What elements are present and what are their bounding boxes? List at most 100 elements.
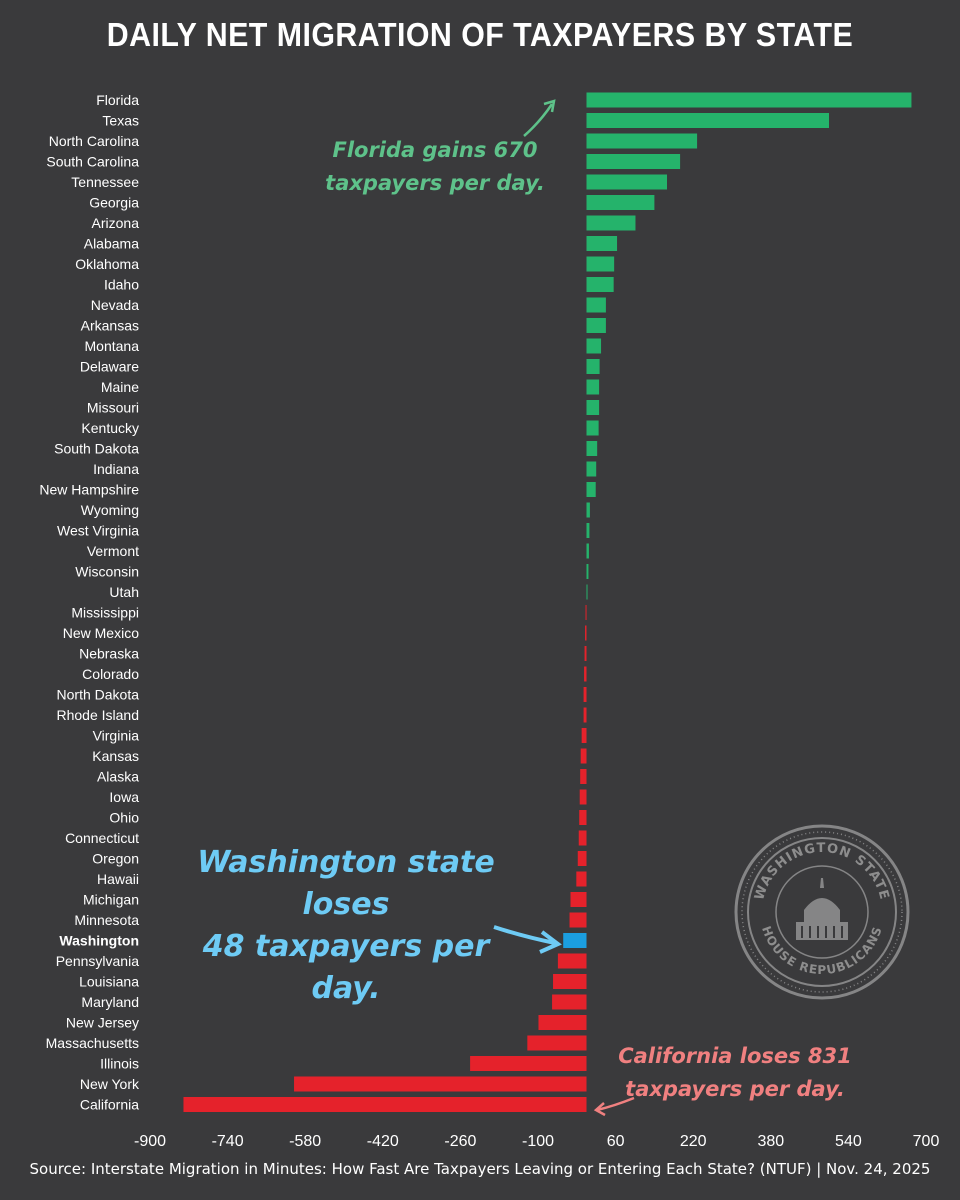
bar-new-york — [294, 1076, 587, 1092]
x-tick-60: 60 — [607, 1133, 625, 1150]
label-michigan: Michigan — [83, 892, 139, 908]
california-arrow — [596, 1096, 635, 1112]
florida-annotation-line2: taxpayers per day. — [325, 171, 545, 195]
bar-pennsylvania — [557, 953, 587, 969]
label-south-carolina: South Carolina — [46, 154, 139, 170]
bar-california — [183, 1097, 587, 1112]
bar-alaska — [580, 769, 587, 784]
washington-annotation-line2: 48 taxpayers per day. — [202, 929, 490, 1006]
washington-arrow — [493, 925, 556, 945]
annotation-arrows-group — [493, 99, 635, 1117]
label-rhode-island: Rhode Island — [56, 707, 139, 723]
label-missouri: Missouri — [87, 400, 139, 416]
label-alaska: Alaska — [97, 769, 139, 785]
label-texas: Texas — [102, 113, 139, 129]
svg-text:WASHINGTON STATE: WASHINGTON STATE — [752, 841, 892, 902]
bar-ohio — [579, 810, 587, 825]
bar-idaho — [586, 277, 614, 292]
bar-rhode-island — [583, 707, 587, 723]
bar-nevada — [586, 297, 606, 313]
x-tick-neg260: -260 — [444, 1133, 476, 1150]
x-tick-540: 540 — [835, 1133, 862, 1150]
bar-new-mexico — [585, 625, 587, 641]
label-arkansas: Arkansas — [81, 318, 139, 334]
x-tick-neg580: -580 — [289, 1133, 321, 1150]
bar-oklahoma — [586, 256, 615, 272]
bar-texas — [586, 113, 829, 128]
capitol-dome-icon — [796, 878, 848, 940]
label-indiana: Indiana — [93, 461, 139, 477]
x-tick-neg420: -420 — [367, 1133, 399, 1150]
florida-arrow — [523, 103, 554, 137]
florida-annotation-line1: Florida gains 670 — [332, 138, 538, 162]
label-wisconsin: Wisconsin — [75, 564, 139, 580]
washington-annotation: Washington state loses 48 taxpayers per … — [176, 842, 516, 1010]
bar-virginia — [581, 728, 587, 743]
label-alabama: Alabama — [84, 236, 139, 252]
label-virginia: Virginia — [93, 728, 140, 744]
x-tick-neg100: -100 — [522, 1133, 554, 1150]
bar-nebraska — [584, 646, 587, 661]
label-minnesota: Minnesota — [74, 912, 139, 928]
bar-wisconsin — [586, 564, 589, 579]
bar-south-carolina — [586, 154, 681, 169]
bar-connecticut — [578, 830, 587, 846]
bar-arkansas — [586, 318, 606, 333]
bar-montana — [586, 338, 602, 354]
bar-minnesota — [569, 912, 587, 928]
california-annotation-line1: California loses 831 — [618, 1044, 852, 1068]
source-note: Source: Interstate Migration in Minutes:… — [29, 1160, 931, 1178]
bar-maryland — [552, 994, 587, 1010]
label-new-york: New York — [80, 1076, 140, 1092]
bar-florida — [586, 92, 912, 108]
label-west-virginia: West Virginia — [57, 523, 139, 539]
label-illinois: Illinois — [100, 1056, 139, 1072]
bar-north-dakota — [583, 687, 587, 702]
bar-utah — [586, 584, 588, 600]
label-nevada: Nevada — [91, 297, 139, 313]
label-mississippi: Mississippi — [71, 605, 139, 621]
bar-indiana — [586, 461, 597, 477]
bar-arizona — [586, 215, 636, 231]
bar-michigan — [570, 892, 587, 907]
bar-massachusetts — [527, 1035, 587, 1051]
label-idaho: Idaho — [104, 277, 139, 293]
bar-mississippi — [585, 605, 587, 620]
california-annotation-line2: taxpayers per day. — [625, 1077, 845, 1101]
label-pennsylvania: Pennsylvania — [56, 953, 139, 969]
label-maryland: Maryland — [81, 994, 139, 1010]
label-tennessee: Tennessee — [71, 174, 139, 190]
bar-louisiana — [553, 974, 587, 989]
label-hawaii: Hawaii — [97, 871, 139, 887]
x-tick-neg900: -900 — [134, 1133, 166, 1150]
bar-hawaii — [576, 871, 587, 887]
seal-top-text: WASHINGTON STATE — [752, 841, 891, 902]
x-tick-labels-group: -900 -740 -580 -420 -260 -100 60 220 380 540 700 — [134, 1133, 939, 1150]
label-new-jersey: New Jersey — [66, 1015, 139, 1031]
label-washington: Washington — [59, 933, 139, 949]
label-vermont: Vermont — [87, 543, 139, 559]
bar-georgia — [586, 195, 655, 210]
x-tick-700: 700 — [913, 1133, 940, 1150]
label-georgia: Georgia — [89, 195, 139, 211]
bar-kansas — [580, 748, 587, 764]
label-utah: Utah — [109, 584, 139, 600]
bar-delaware — [586, 359, 600, 374]
label-new-mexico: New Mexico — [63, 625, 139, 641]
label-connecticut: Connecticut — [65, 830, 139, 846]
bar-kentucky — [586, 420, 599, 436]
chart-title: DAILY NET MIGRATION OF TAXPAYERS BY STAT… — [106, 16, 854, 53]
bars-group — [183, 92, 912, 1112]
label-oklahoma: Oklahoma — [75, 256, 139, 272]
label-kansas: Kansas — [92, 748, 139, 764]
bar-vermont — [586, 543, 589, 559]
x-tick-380: 380 — [757, 1133, 784, 1150]
label-montana: Montana — [85, 338, 140, 354]
label-louisiana: Louisiana — [79, 974, 139, 990]
label-arizona: Arizona — [92, 215, 140, 231]
label-maine: Maine — [101, 379, 139, 395]
bar-colorado — [584, 666, 587, 682]
label-new-hampshire: New Hampshire — [39, 482, 139, 498]
bar-maine — [586, 379, 600, 395]
